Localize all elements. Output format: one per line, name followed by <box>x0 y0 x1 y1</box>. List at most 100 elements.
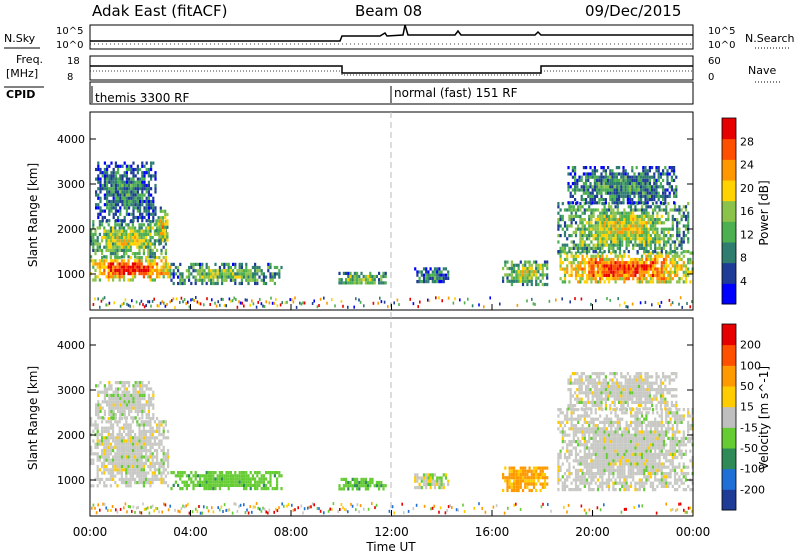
echo-cell <box>125 265 128 269</box>
echo-cell <box>557 205 560 209</box>
echo-cell <box>142 242 145 246</box>
echo-cell <box>254 483 257 487</box>
echo-cell <box>166 235 169 239</box>
echo-cell <box>128 393 131 397</box>
echo-cell <box>105 484 108 488</box>
echo-cell <box>660 277 663 281</box>
echo-cell <box>140 232 143 236</box>
echo-cell <box>151 433 154 437</box>
echo-cell <box>614 468 617 472</box>
echo-cell <box>607 243 611 247</box>
echo-cell <box>622 182 625 186</box>
clutter-cell <box>209 303 211 306</box>
echo-cell <box>638 240 641 244</box>
echo-cell <box>654 273 657 278</box>
echo-cell <box>583 264 586 268</box>
echo-cell <box>162 420 165 424</box>
echo-cell <box>238 281 241 286</box>
echo-cell <box>138 452 141 456</box>
echo-cell <box>526 260 529 264</box>
echo-cell <box>572 430 575 434</box>
echo-cell <box>145 272 148 276</box>
echo-cell <box>125 236 128 240</box>
echo-cell <box>590 465 593 469</box>
clutter-cell <box>342 304 344 308</box>
echo-cell <box>130 187 133 191</box>
echo-cell <box>532 479 536 483</box>
echo-cell <box>147 423 150 427</box>
echo-cell <box>648 198 651 202</box>
echo-cell <box>590 411 593 415</box>
echo-cell <box>601 254 604 258</box>
echo-cell <box>158 423 161 427</box>
echo-cell <box>141 409 144 413</box>
echo-cell <box>622 185 625 189</box>
echo-cell <box>578 188 581 192</box>
echo-cell <box>607 277 611 281</box>
echo-cell <box>574 208 578 212</box>
echo-cell <box>592 224 595 228</box>
echo-cell <box>579 280 582 284</box>
echo-cell <box>147 255 150 259</box>
clutter-cell <box>121 302 123 306</box>
echo-cell <box>585 411 589 415</box>
echo-cell <box>647 214 650 218</box>
echo-cell <box>123 187 126 191</box>
nsearch-tick-high: 10^5 <box>708 26 735 37</box>
echo-cell <box>369 281 372 285</box>
echo-cell <box>568 273 571 278</box>
echo-cell <box>629 443 633 447</box>
echo-cell <box>447 479 450 483</box>
echo-cell <box>142 474 145 478</box>
echo-cell <box>582 166 585 170</box>
echo-cell <box>138 268 141 272</box>
echo-cell <box>121 409 124 413</box>
echo-cell <box>623 468 626 472</box>
echo-cell <box>618 194 621 198</box>
echo-cell <box>607 175 610 179</box>
echo-cell <box>568 475 571 479</box>
clutter-cell <box>243 304 245 308</box>
echo-cell <box>164 455 167 459</box>
echo-cell <box>647 273 650 278</box>
echo-cell <box>103 245 106 249</box>
echo-cell <box>119 196 122 200</box>
echo-cell <box>660 208 663 212</box>
echo-cell <box>131 465 134 469</box>
echo-cell <box>114 452 117 456</box>
echo-cell <box>442 267 445 271</box>
echo-cell <box>607 185 610 189</box>
echo-cell <box>210 278 213 282</box>
echo-cell <box>640 211 644 215</box>
echo-cell <box>251 272 254 276</box>
echo-cell <box>577 224 580 228</box>
echo-cell <box>618 420 622 424</box>
echo-cell <box>158 442 161 446</box>
echo-cell <box>420 273 423 277</box>
echo-cell <box>671 261 674 265</box>
echo-cell <box>594 230 597 234</box>
echo-cell <box>665 243 668 247</box>
echo-cell <box>673 205 677 209</box>
echo-cell <box>637 198 640 202</box>
echo-cell <box>225 480 228 484</box>
echo-cell <box>687 221 690 225</box>
echo-cell <box>138 252 141 256</box>
echo-cell <box>139 215 142 220</box>
echo-cell <box>621 261 624 265</box>
echo-cell <box>574 417 578 421</box>
echo-cell <box>570 214 573 218</box>
echo-cell <box>152 215 155 220</box>
echo-cell <box>196 262 199 266</box>
echo-cell <box>174 480 177 484</box>
echo-cell <box>101 209 104 213</box>
echo-cell <box>592 270 595 274</box>
echo-cell <box>123 429 126 433</box>
echo-cell <box>140 256 143 260</box>
echo-cell <box>563 472 567 476</box>
echo-cell <box>504 273 507 277</box>
echo-cell <box>143 403 146 407</box>
echo-cell <box>581 227 584 231</box>
echo-cell <box>651 261 655 265</box>
echo-cell <box>134 442 137 446</box>
